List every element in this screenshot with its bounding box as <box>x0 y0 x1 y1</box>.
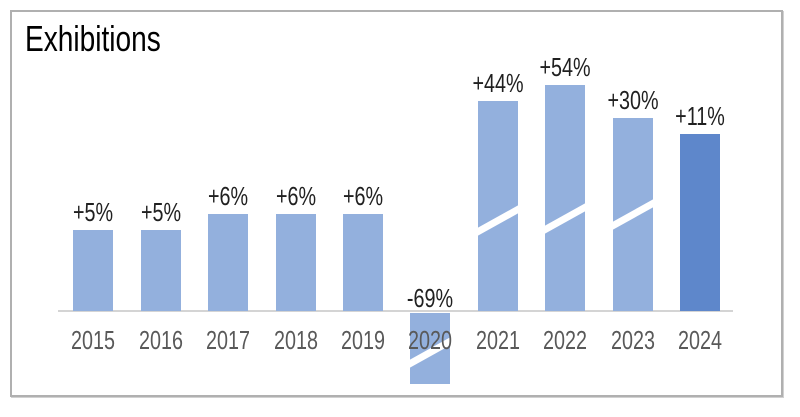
axis-break-mark <box>477 200 518 241</box>
bar-2023 <box>612 118 653 311</box>
chart-frame <box>10 10 783 397</box>
x-axis-label-2024: 2024 <box>678 325 722 355</box>
x-axis-line <box>58 310 733 312</box>
x-axis-label-2023: 2023 <box>610 325 655 355</box>
bar-2021 <box>477 101 518 311</box>
bar-2022 <box>545 85 585 311</box>
x-axis-label-2022: 2022 <box>543 325 587 355</box>
x-axis-label-2017: 2017 <box>206 325 250 355</box>
bar-2020 <box>410 313 450 384</box>
chart-title: Exhibitions <box>25 18 161 59</box>
bar-value-label-2018: +6% <box>275 181 316 211</box>
bar-value-label-2019: +6% <box>342 181 384 211</box>
x-axis-label-2016: 2016 <box>138 325 183 355</box>
bar-value-label-2020: -69% <box>406 283 454 313</box>
axis-break-mark <box>545 198 585 239</box>
bar-value-label-2022: +54% <box>539 52 591 82</box>
x-axis-label-2019: 2019 <box>341 325 385 355</box>
x-axis-label-2021: 2021 <box>475 325 520 355</box>
bar-value-label-2023: +30% <box>606 85 659 115</box>
bar-value-label-2024: +11% <box>675 101 725 131</box>
bar-2024 <box>680 134 720 311</box>
bar-value-label-2017: +6% <box>207 181 249 211</box>
bar-value-label-2021: +44% <box>471 68 524 98</box>
bar-2016 <box>140 230 181 311</box>
axis-break-mark <box>612 194 653 235</box>
bar-value-label-2015: +5% <box>72 197 114 227</box>
bar-2019 <box>343 214 383 311</box>
x-axis-label-2020: 2020 <box>408 325 452 355</box>
bar-2015 <box>73 230 113 311</box>
bar-value-label-2016: +5% <box>140 197 181 227</box>
x-axis-label-2018: 2018 <box>273 325 318 355</box>
bar-2018 <box>275 214 316 311</box>
bar-2017 <box>208 214 248 311</box>
x-axis-label-2015: 2015 <box>71 325 115 355</box>
